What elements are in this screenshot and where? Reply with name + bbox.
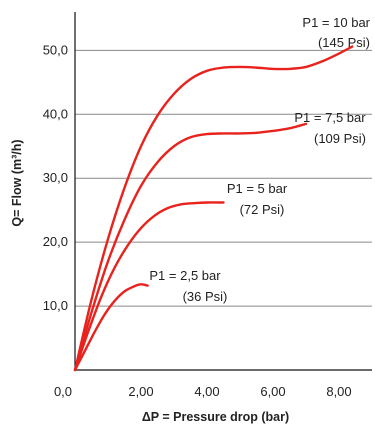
x-axis-title: ΔP = Pressure drop (bar): [142, 410, 289, 424]
series-label-3: P1 = 10 bar: [302, 15, 370, 30]
series-line-2: [73, 122, 308, 372]
series-sublabel-0: (36 Psi): [183, 289, 228, 304]
x-tick-label-4: 8,00: [326, 384, 351, 399]
series-sublabel-1: (72 Psi): [240, 202, 285, 217]
y-axis-title: Q= Flow (m³/h): [10, 139, 24, 226]
series-sublabel-2: (109 Psi): [314, 131, 366, 146]
series-line-3: [73, 45, 354, 372]
series-line-1: [73, 201, 225, 372]
y-tick-label-4: 50,0: [43, 42, 68, 57]
series-label-0: P1 = 2,5 bar: [149, 268, 221, 283]
y-tick-label-0: 10,0: [43, 298, 68, 313]
series-sublabel-3: (145 Psi): [318, 35, 370, 50]
x-tick-label-1: 2,00: [128, 384, 153, 399]
y-tick-label-1: 20,0: [43, 234, 68, 249]
x-tick-label-3: 6,00: [260, 384, 285, 399]
x-tick-label-2: 4,00: [194, 384, 219, 399]
x-tick-label-0: 0,0: [54, 384, 72, 399]
series-line-0: [73, 283, 149, 372]
y-tick-label-2: 30,0: [43, 170, 68, 185]
series-label-1: P1 = 5 bar: [227, 181, 288, 196]
y-tick-label-3: 40,0: [43, 106, 68, 121]
series-label-2: P1 = 7,5 bar: [294, 110, 366, 125]
